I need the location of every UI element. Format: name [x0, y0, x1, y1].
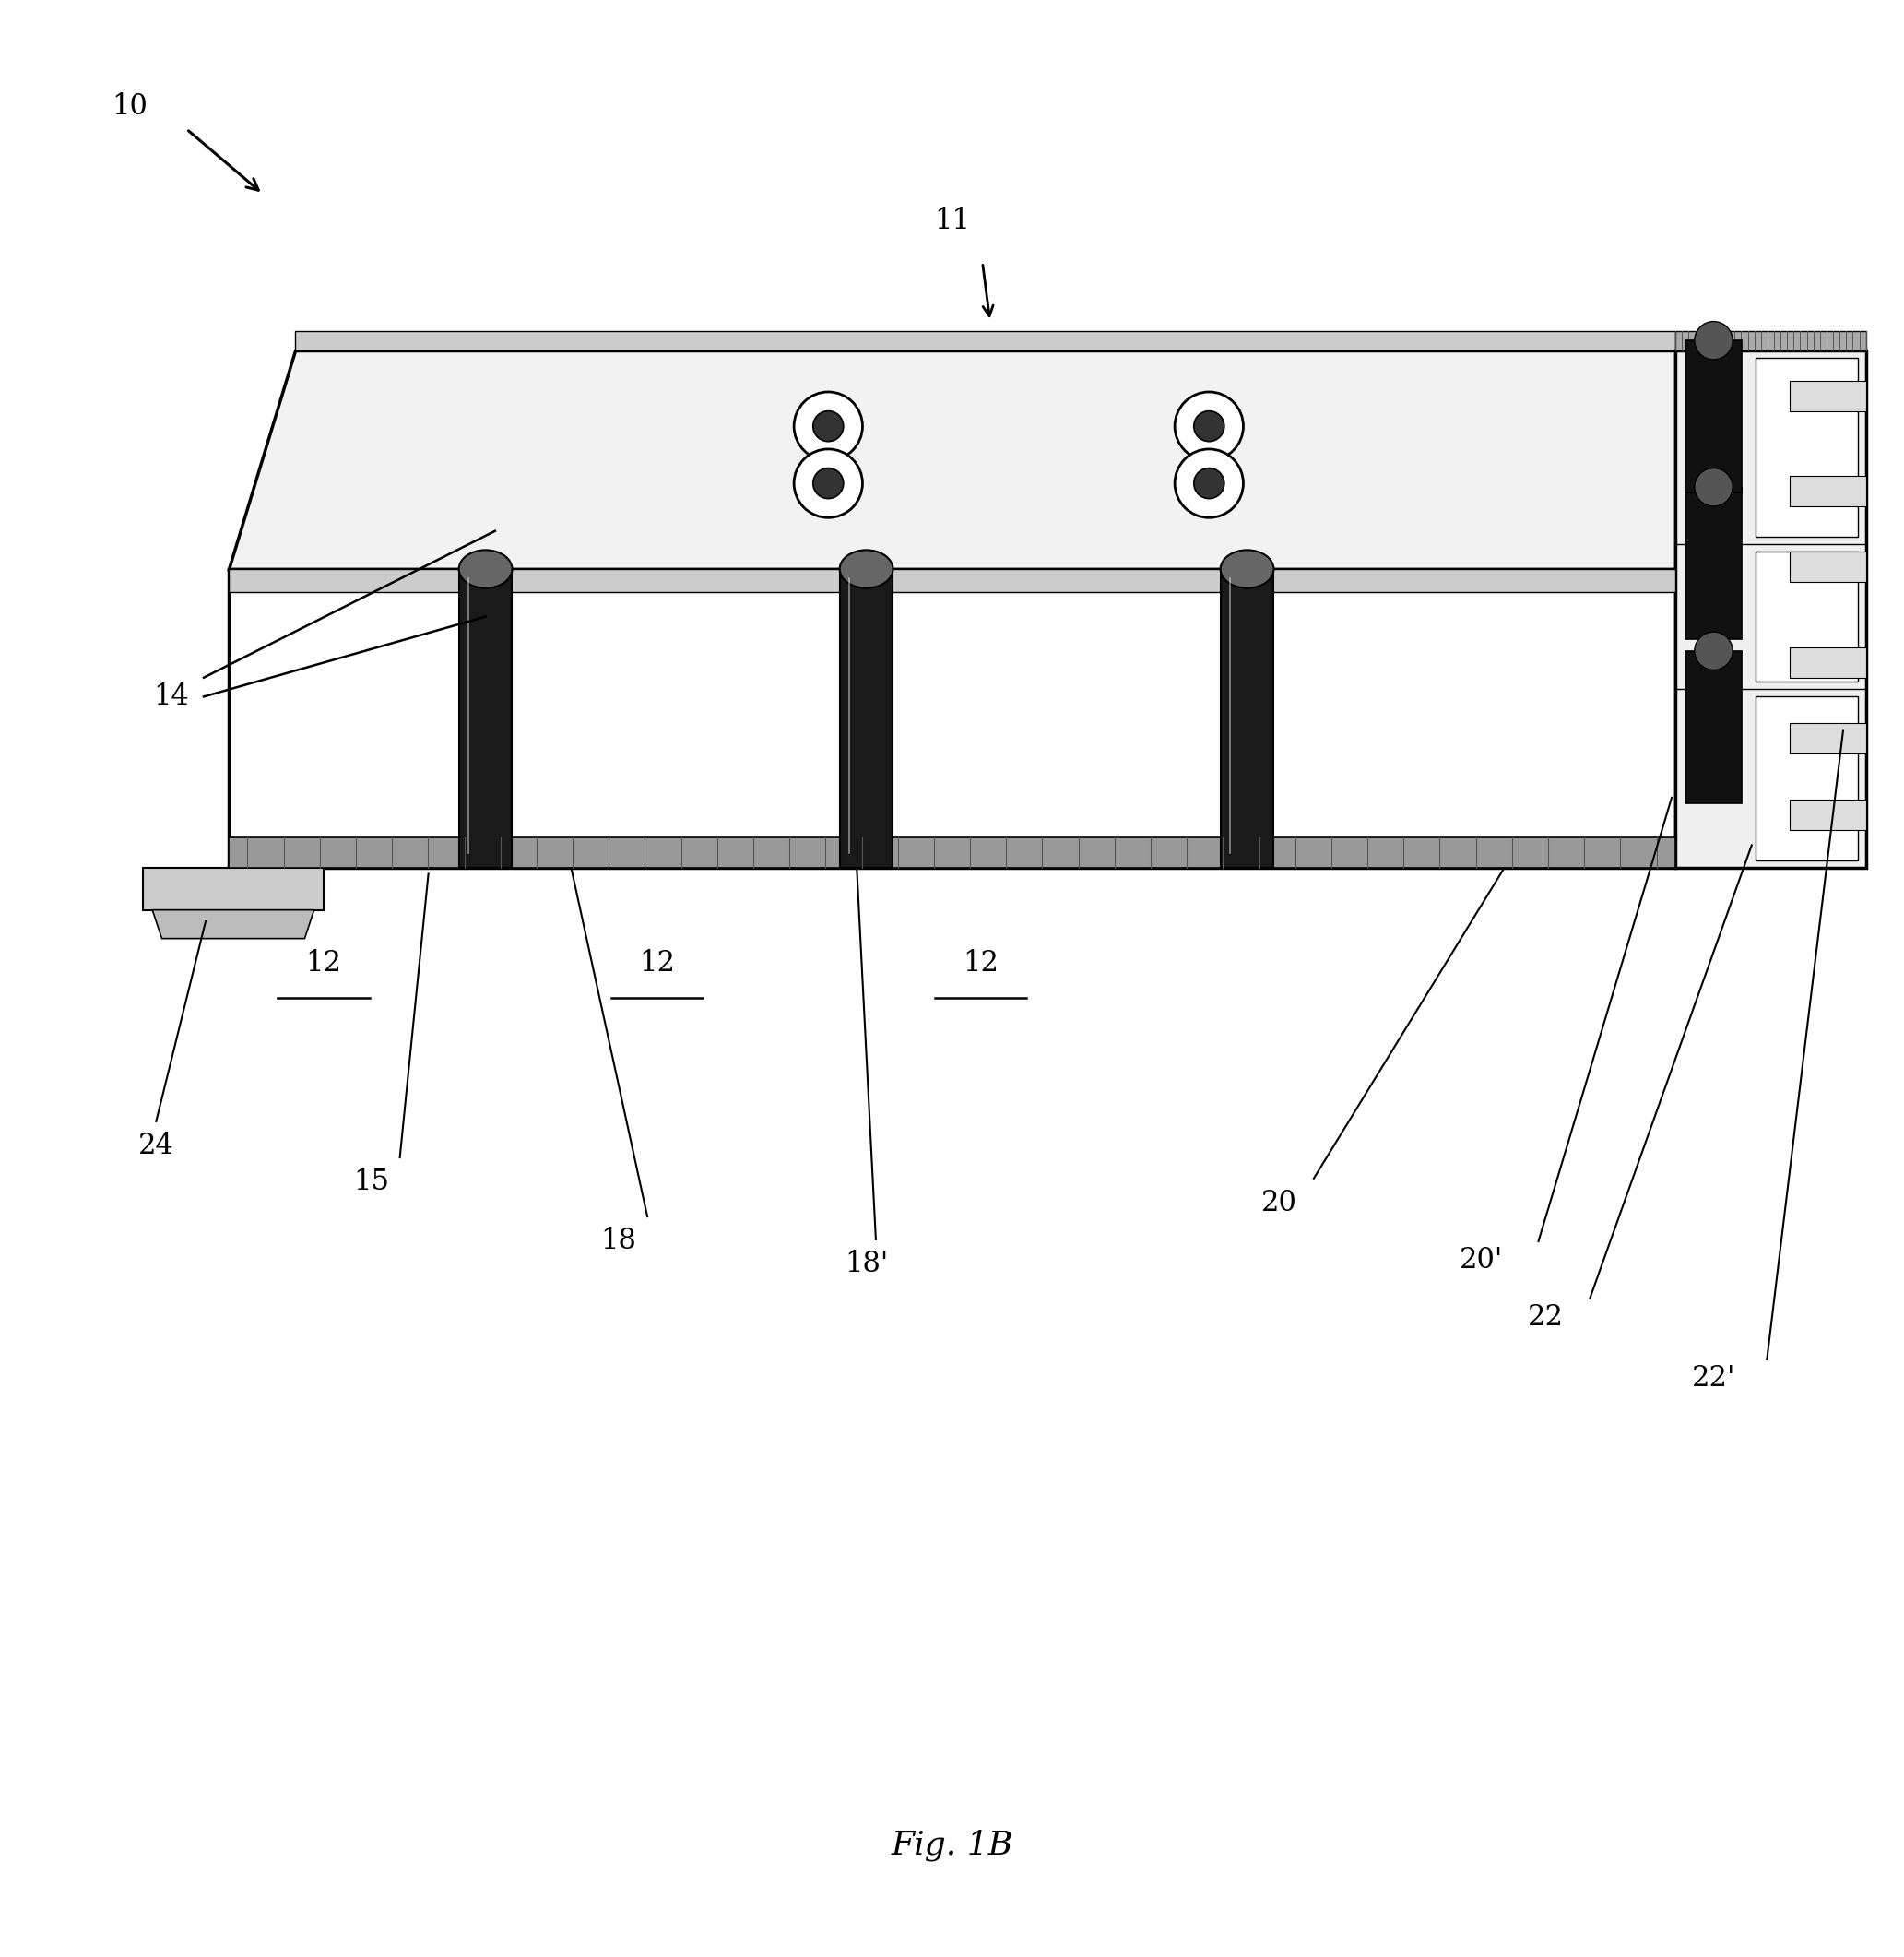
Text: 18': 18'	[845, 1251, 887, 1278]
Polygon shape	[1755, 552, 1858, 681]
Polygon shape	[143, 869, 324, 910]
Circle shape	[794, 448, 863, 519]
Text: 20': 20'	[1460, 1247, 1502, 1274]
Polygon shape	[152, 910, 314, 939]
Circle shape	[813, 468, 843, 499]
Text: 15: 15	[354, 1168, 388, 1196]
Polygon shape	[228, 569, 1676, 869]
Text: 24: 24	[139, 1131, 173, 1161]
Polygon shape	[1790, 552, 1866, 583]
Polygon shape	[1790, 476, 1866, 507]
Circle shape	[1194, 411, 1224, 442]
Polygon shape	[1755, 697, 1858, 861]
Text: 11: 11	[935, 205, 969, 235]
Circle shape	[794, 391, 863, 460]
Polygon shape	[1685, 341, 1742, 493]
Polygon shape	[1685, 652, 1742, 802]
Text: 14: 14	[154, 683, 188, 710]
Text: 12: 12	[963, 949, 998, 978]
Text: 12: 12	[307, 949, 341, 978]
Polygon shape	[1755, 358, 1858, 536]
Polygon shape	[1676, 331, 1866, 350]
Circle shape	[1175, 448, 1243, 519]
Ellipse shape	[459, 550, 512, 589]
Circle shape	[1175, 391, 1243, 460]
Polygon shape	[228, 569, 1676, 591]
Polygon shape	[1790, 724, 1866, 753]
Polygon shape	[1685, 487, 1742, 640]
Polygon shape	[228, 838, 1676, 869]
Circle shape	[1695, 321, 1733, 360]
Text: 20: 20	[1262, 1190, 1297, 1217]
Polygon shape	[1220, 569, 1274, 869]
Polygon shape	[1790, 648, 1866, 677]
Circle shape	[813, 411, 843, 442]
Text: 10: 10	[112, 92, 147, 121]
Ellipse shape	[1220, 550, 1274, 589]
Text: 18: 18	[602, 1227, 636, 1256]
Circle shape	[1695, 632, 1733, 669]
Ellipse shape	[840, 550, 893, 589]
Circle shape	[1695, 468, 1733, 507]
Text: 22: 22	[1529, 1303, 1563, 1333]
Polygon shape	[295, 331, 1676, 350]
Circle shape	[1194, 468, 1224, 499]
Polygon shape	[1790, 380, 1866, 411]
Text: 22': 22'	[1693, 1364, 1735, 1393]
Polygon shape	[840, 569, 893, 869]
Polygon shape	[459, 569, 512, 869]
Polygon shape	[1790, 800, 1866, 830]
Polygon shape	[1676, 350, 1866, 869]
Text: 12: 12	[640, 949, 674, 978]
Polygon shape	[228, 350, 1676, 569]
Text: Fig. 1B: Fig. 1B	[891, 1830, 1013, 1861]
